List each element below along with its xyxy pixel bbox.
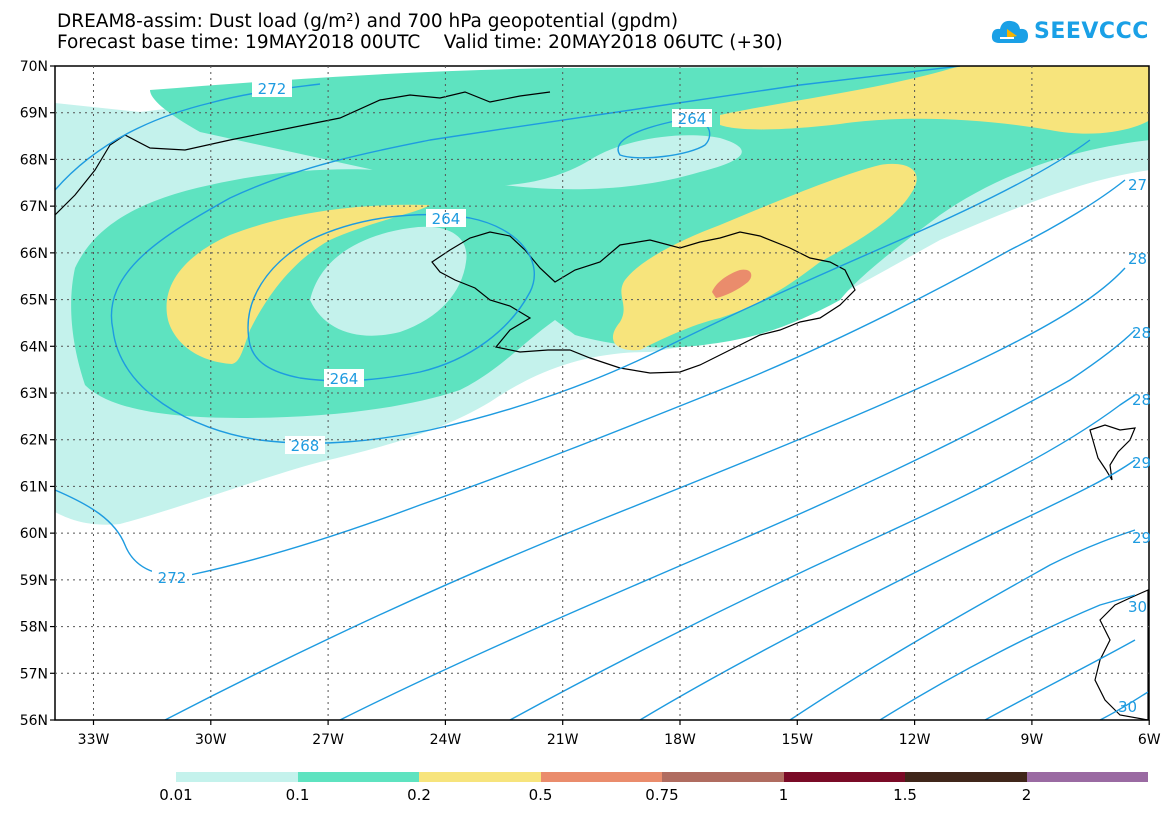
contour-label: 272 bbox=[258, 80, 287, 98]
title-line-1: DREAM8-assim: Dust load (g/m²) and 700 h… bbox=[57, 11, 679, 32]
colorbar-segment bbox=[783, 772, 905, 782]
colorbar-segment bbox=[905, 772, 1027, 782]
colorbar-segment bbox=[1026, 772, 1148, 782]
longitude-label: 30W bbox=[195, 732, 227, 748]
colorbar-label: 0.75 bbox=[645, 786, 679, 804]
dust-region-01 bbox=[71, 66, 1149, 418]
title-line-2: Forecast base time: 19MAY2018 00UTC Vali… bbox=[57, 33, 783, 53]
colorbar-label: 0.5 bbox=[528, 786, 553, 804]
contour-label: 264 bbox=[330, 370, 359, 388]
geopotential-contours bbox=[55, 66, 1149, 720]
latitude-label: 60N bbox=[20, 526, 48, 542]
graticule bbox=[55, 66, 1149, 720]
latitude-label: 57N bbox=[20, 666, 48, 682]
latitude-label: 62N bbox=[20, 433, 48, 449]
contour-label: 30 bbox=[1128, 598, 1147, 616]
contour-label: 27 bbox=[1128, 176, 1147, 194]
longitude-label: 12W bbox=[899, 732, 931, 748]
latitude-label: 68N bbox=[20, 152, 48, 168]
seevccc-logo: SEEVCCC bbox=[990, 16, 1149, 46]
contour-label: 272 bbox=[158, 569, 187, 587]
longitude-label: 33W bbox=[78, 732, 110, 748]
longitude-label: 6W bbox=[1138, 732, 1161, 748]
dust-region-02-iceland bbox=[612, 163, 917, 351]
latitude-label: 66N bbox=[20, 246, 48, 262]
longitude-label: 9W bbox=[1021, 732, 1044, 748]
contour-label: 28 bbox=[1132, 391, 1151, 409]
contour-label: 29 bbox=[1132, 529, 1151, 547]
contour-label: 264 bbox=[678, 110, 707, 128]
colorbar-label: 0.1 bbox=[285, 786, 310, 804]
colorbar-segment bbox=[176, 772, 298, 782]
dust-region-02-north bbox=[720, 66, 1149, 134]
colorbar-segment bbox=[297, 772, 419, 782]
dust-region-02-west bbox=[166, 204, 431, 364]
longitude-label: 27W bbox=[312, 732, 344, 748]
axis-ticks bbox=[50, 65, 1150, 725]
dust-loop-inner bbox=[310, 226, 467, 336]
logo-text: SEEVCCC bbox=[1034, 18, 1149, 44]
dust-region-05 bbox=[712, 269, 752, 298]
colorbar-segment bbox=[662, 772, 784, 782]
longitude-label: 18W bbox=[664, 732, 696, 748]
colorbar-label: 0.2 bbox=[407, 786, 431, 804]
latitude-label: 70N bbox=[20, 59, 48, 75]
latitude-label: 61N bbox=[20, 479, 48, 495]
contour-label: 29 bbox=[1132, 454, 1151, 472]
forecast-base-time: Forecast base time: 19MAY2018 00UTC bbox=[57, 32, 421, 53]
latitude-label: 65N bbox=[20, 293, 48, 309]
contour-label: 264 bbox=[432, 210, 461, 228]
colorbar-segment bbox=[419, 772, 541, 782]
cloud-icon bbox=[991, 20, 1028, 43]
contour-label: 28 bbox=[1132, 324, 1151, 342]
latitude-label: 67N bbox=[20, 199, 48, 215]
longitude-label: 24W bbox=[430, 732, 462, 748]
valid-time: Valid time: 20MAY2018 06UTC (+30) bbox=[443, 32, 783, 53]
colorbar-segment bbox=[540, 772, 662, 782]
longitude-label: 21W bbox=[547, 732, 579, 748]
latitude-label: 64N bbox=[20, 339, 48, 355]
contour-label: 28 bbox=[1128, 250, 1147, 268]
latitude-label: 69N bbox=[20, 106, 48, 122]
longitude-label: 15W bbox=[781, 732, 813, 748]
colorbar-label: 1 bbox=[778, 786, 789, 804]
coastlines bbox=[55, 91, 1149, 720]
contour-label: 268 bbox=[291, 437, 320, 455]
latitude-label: 56N bbox=[20, 713, 48, 729]
colorbar-label: 1.5 bbox=[893, 786, 917, 804]
colorbar bbox=[176, 772, 1148, 782]
latitude-label: 63N bbox=[20, 386, 48, 402]
contour-label: 30 bbox=[1118, 698, 1137, 716]
latitude-label: 59N bbox=[20, 573, 48, 589]
colorbar-label: 2 bbox=[1021, 786, 1032, 804]
longitude-labels: 33W 30W 27W 24W 21W 18W 15W 12W 9W 6W bbox=[78, 732, 1161, 748]
colorbar-label: 0.01 bbox=[159, 786, 193, 804]
latitude-label: 58N bbox=[20, 620, 48, 636]
latitude-labels: 70N 69N 68N 67N 66N 65N 64N 63N 62N 61N 60N 59N 58N 5… bbox=[20, 59, 48, 729]
